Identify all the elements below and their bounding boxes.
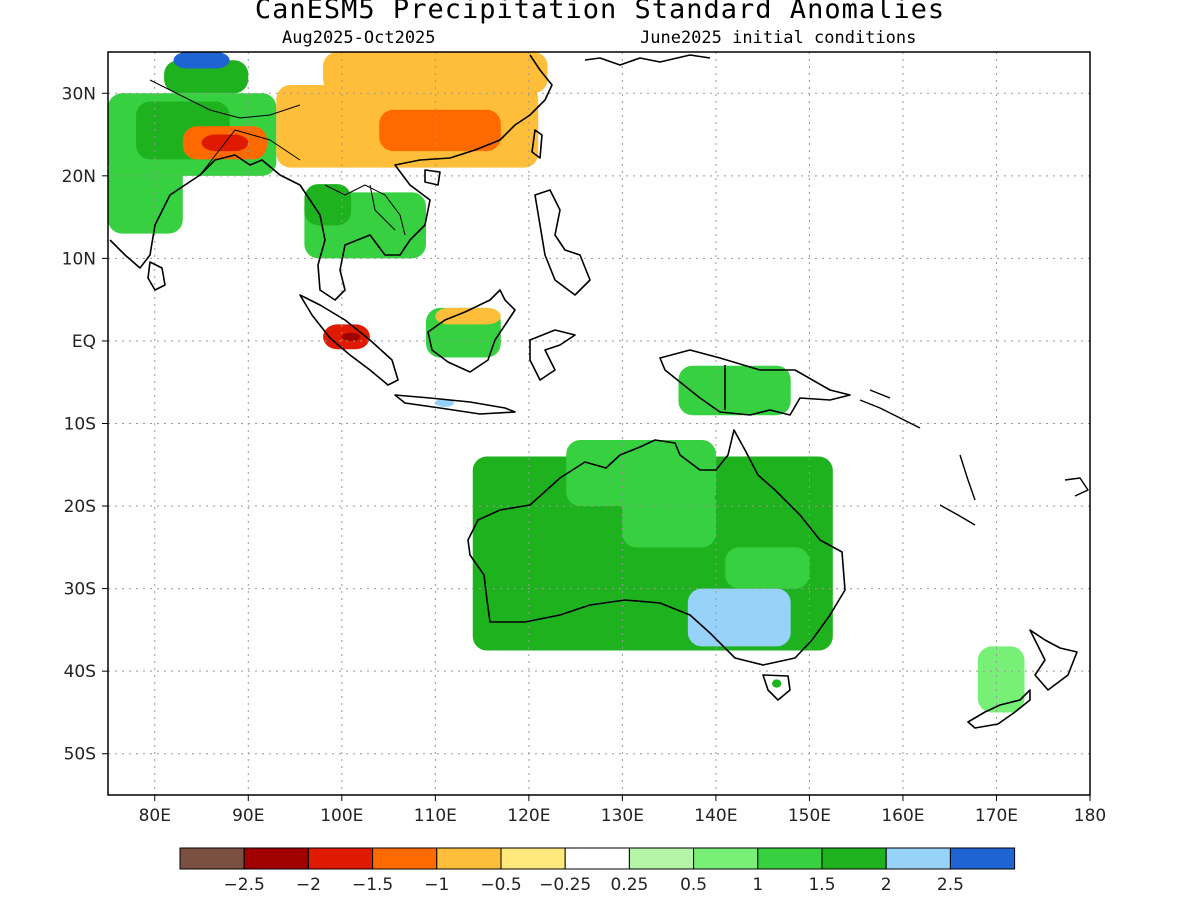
nz-south-island	[967, 689, 1031, 729]
graticule	[108, 52, 1090, 795]
lon-tick-label: 110E	[414, 806, 457, 826]
lat-tick-label: 20S	[64, 497, 96, 517]
anomaly-australia-se	[687, 588, 791, 647]
legend-label: −2.5	[224, 875, 265, 895]
vanuatu-islands	[959, 454, 976, 501]
new-caledonia	[939, 504, 976, 526]
anomaly-sumatra-core	[341, 332, 361, 341]
australia-outline	[467, 429, 846, 666]
anomaly-myanmar-south	[304, 184, 352, 226]
legend-label: −1	[424, 875, 449, 895]
anomaly-australia-centre	[622, 489, 716, 548]
sulawesi-outline	[529, 329, 576, 381]
lat-tick-label: 30S	[64, 580, 96, 600]
legend-swatch	[243, 847, 309, 870]
anomaly-china-north	[323, 52, 548, 94]
taiwan-outline	[531, 129, 543, 159]
lat-tick-label: 40S	[64, 662, 96, 682]
legend-swatch	[821, 847, 887, 870]
anomaly-tasmania	[772, 679, 782, 688]
lon-tick-label: 100E	[320, 806, 363, 826]
legend-swatch	[628, 847, 695, 870]
indochina-borders	[324, 184, 406, 236]
legend-swatch	[949, 847, 1016, 870]
lon-tick-label: 90E	[232, 806, 264, 826]
anomaly-australia-east	[725, 547, 810, 589]
lon-tick-label: 180	[1074, 806, 1106, 826]
hainan-outline	[424, 169, 441, 186]
lat-tick-label: 10S	[64, 415, 96, 435]
map-title: CanESM5 Precipitation Standard Anomalies	[254, 0, 946, 25]
legend-label: 2	[881, 875, 892, 895]
legend-label: −1.5	[352, 875, 393, 895]
lat-tick-label: 20N	[62, 167, 96, 187]
lat-tick-label: 50S	[64, 745, 96, 765]
legend-swatch	[436, 847, 502, 870]
south-asia-borders	[149, 79, 301, 176]
legend-label: −2	[296, 875, 321, 895]
lat-tick-label: EQ	[72, 332, 96, 352]
color-legend: −2.5 −2 −1.5 −1 −0.5 −0.25 0.25 0.5 1 1.5 2 2.5	[179, 847, 1016, 895]
legend-swatch	[500, 847, 566, 870]
anomaly-new-guinea	[678, 365, 791, 416]
legend-label: 1.5	[808, 875, 835, 895]
forecast-period: Aug2025-Oct2025	[282, 28, 436, 48]
lon-tick-label: 170E	[975, 806, 1018, 826]
anomaly-india-west	[108, 159, 183, 234]
solomon-islands	[859, 389, 921, 429]
anomaly-himalaya	[164, 60, 249, 94]
latitude-labels: 30N 20N 10N EQ 10S 20S 30S 40S 50S	[62, 84, 108, 765]
legend-label: −0.25	[539, 875, 591, 895]
lat-tick-label: 30N	[62, 84, 96, 104]
sri-lanka-outline	[147, 261, 166, 291]
java-outline	[394, 394, 516, 415]
philippines-outline	[534, 189, 591, 296]
new-guinea-outline	[659, 349, 851, 416]
legend-swatch	[564, 847, 630, 870]
legend-label: −0.5	[480, 875, 521, 895]
sumatra-outline	[299, 294, 399, 386]
anomaly-borneo-north	[435, 307, 501, 325]
tasmania-outline	[762, 674, 791, 701]
lon-tick-label: 80E	[139, 806, 171, 826]
borneo-outline	[427, 289, 516, 373]
asia-mainland-outline	[109, 54, 553, 301]
anomaly-java	[435, 398, 455, 407]
anomaly-fields	[108, 52, 1025, 713]
legend-label: 0.25	[610, 875, 648, 895]
longitude-labels: 80E 90E 100E 110E 120E 130E 140E 150E 160E 170E 18…	[139, 795, 1106, 826]
legend-swatch	[693, 847, 759, 870]
legend-label: 0.5	[680, 875, 707, 895]
initial-conditions: June2025 initial conditions	[640, 28, 917, 48]
lat-tick-label: 10N	[62, 249, 96, 269]
legend-swatch	[372, 847, 438, 870]
lon-tick-label: 150E	[788, 806, 831, 826]
lon-tick-label: 120E	[507, 806, 550, 826]
nz-north-island	[1029, 629, 1078, 691]
anomaly-tibet-west	[173, 52, 230, 69]
legend-swatch	[757, 847, 823, 870]
anomaly-china-core	[379, 109, 501, 152]
lon-tick-label: 160E	[881, 806, 924, 826]
lon-tick-label: 140E	[694, 806, 737, 826]
lon-tick-label: 130E	[601, 806, 644, 826]
legend-label: 2.5	[937, 875, 964, 895]
coastlines	[109, 54, 1089, 729]
legend-swatch	[179, 847, 245, 870]
japan-outline	[584, 54, 711, 66]
legend-swatch	[307, 847, 374, 870]
legend-swatch	[885, 847, 951, 870]
legend-label: 1	[752, 875, 763, 895]
fiji-islands	[1064, 477, 1089, 497]
anomaly-new-zealand	[977, 646, 1025, 713]
